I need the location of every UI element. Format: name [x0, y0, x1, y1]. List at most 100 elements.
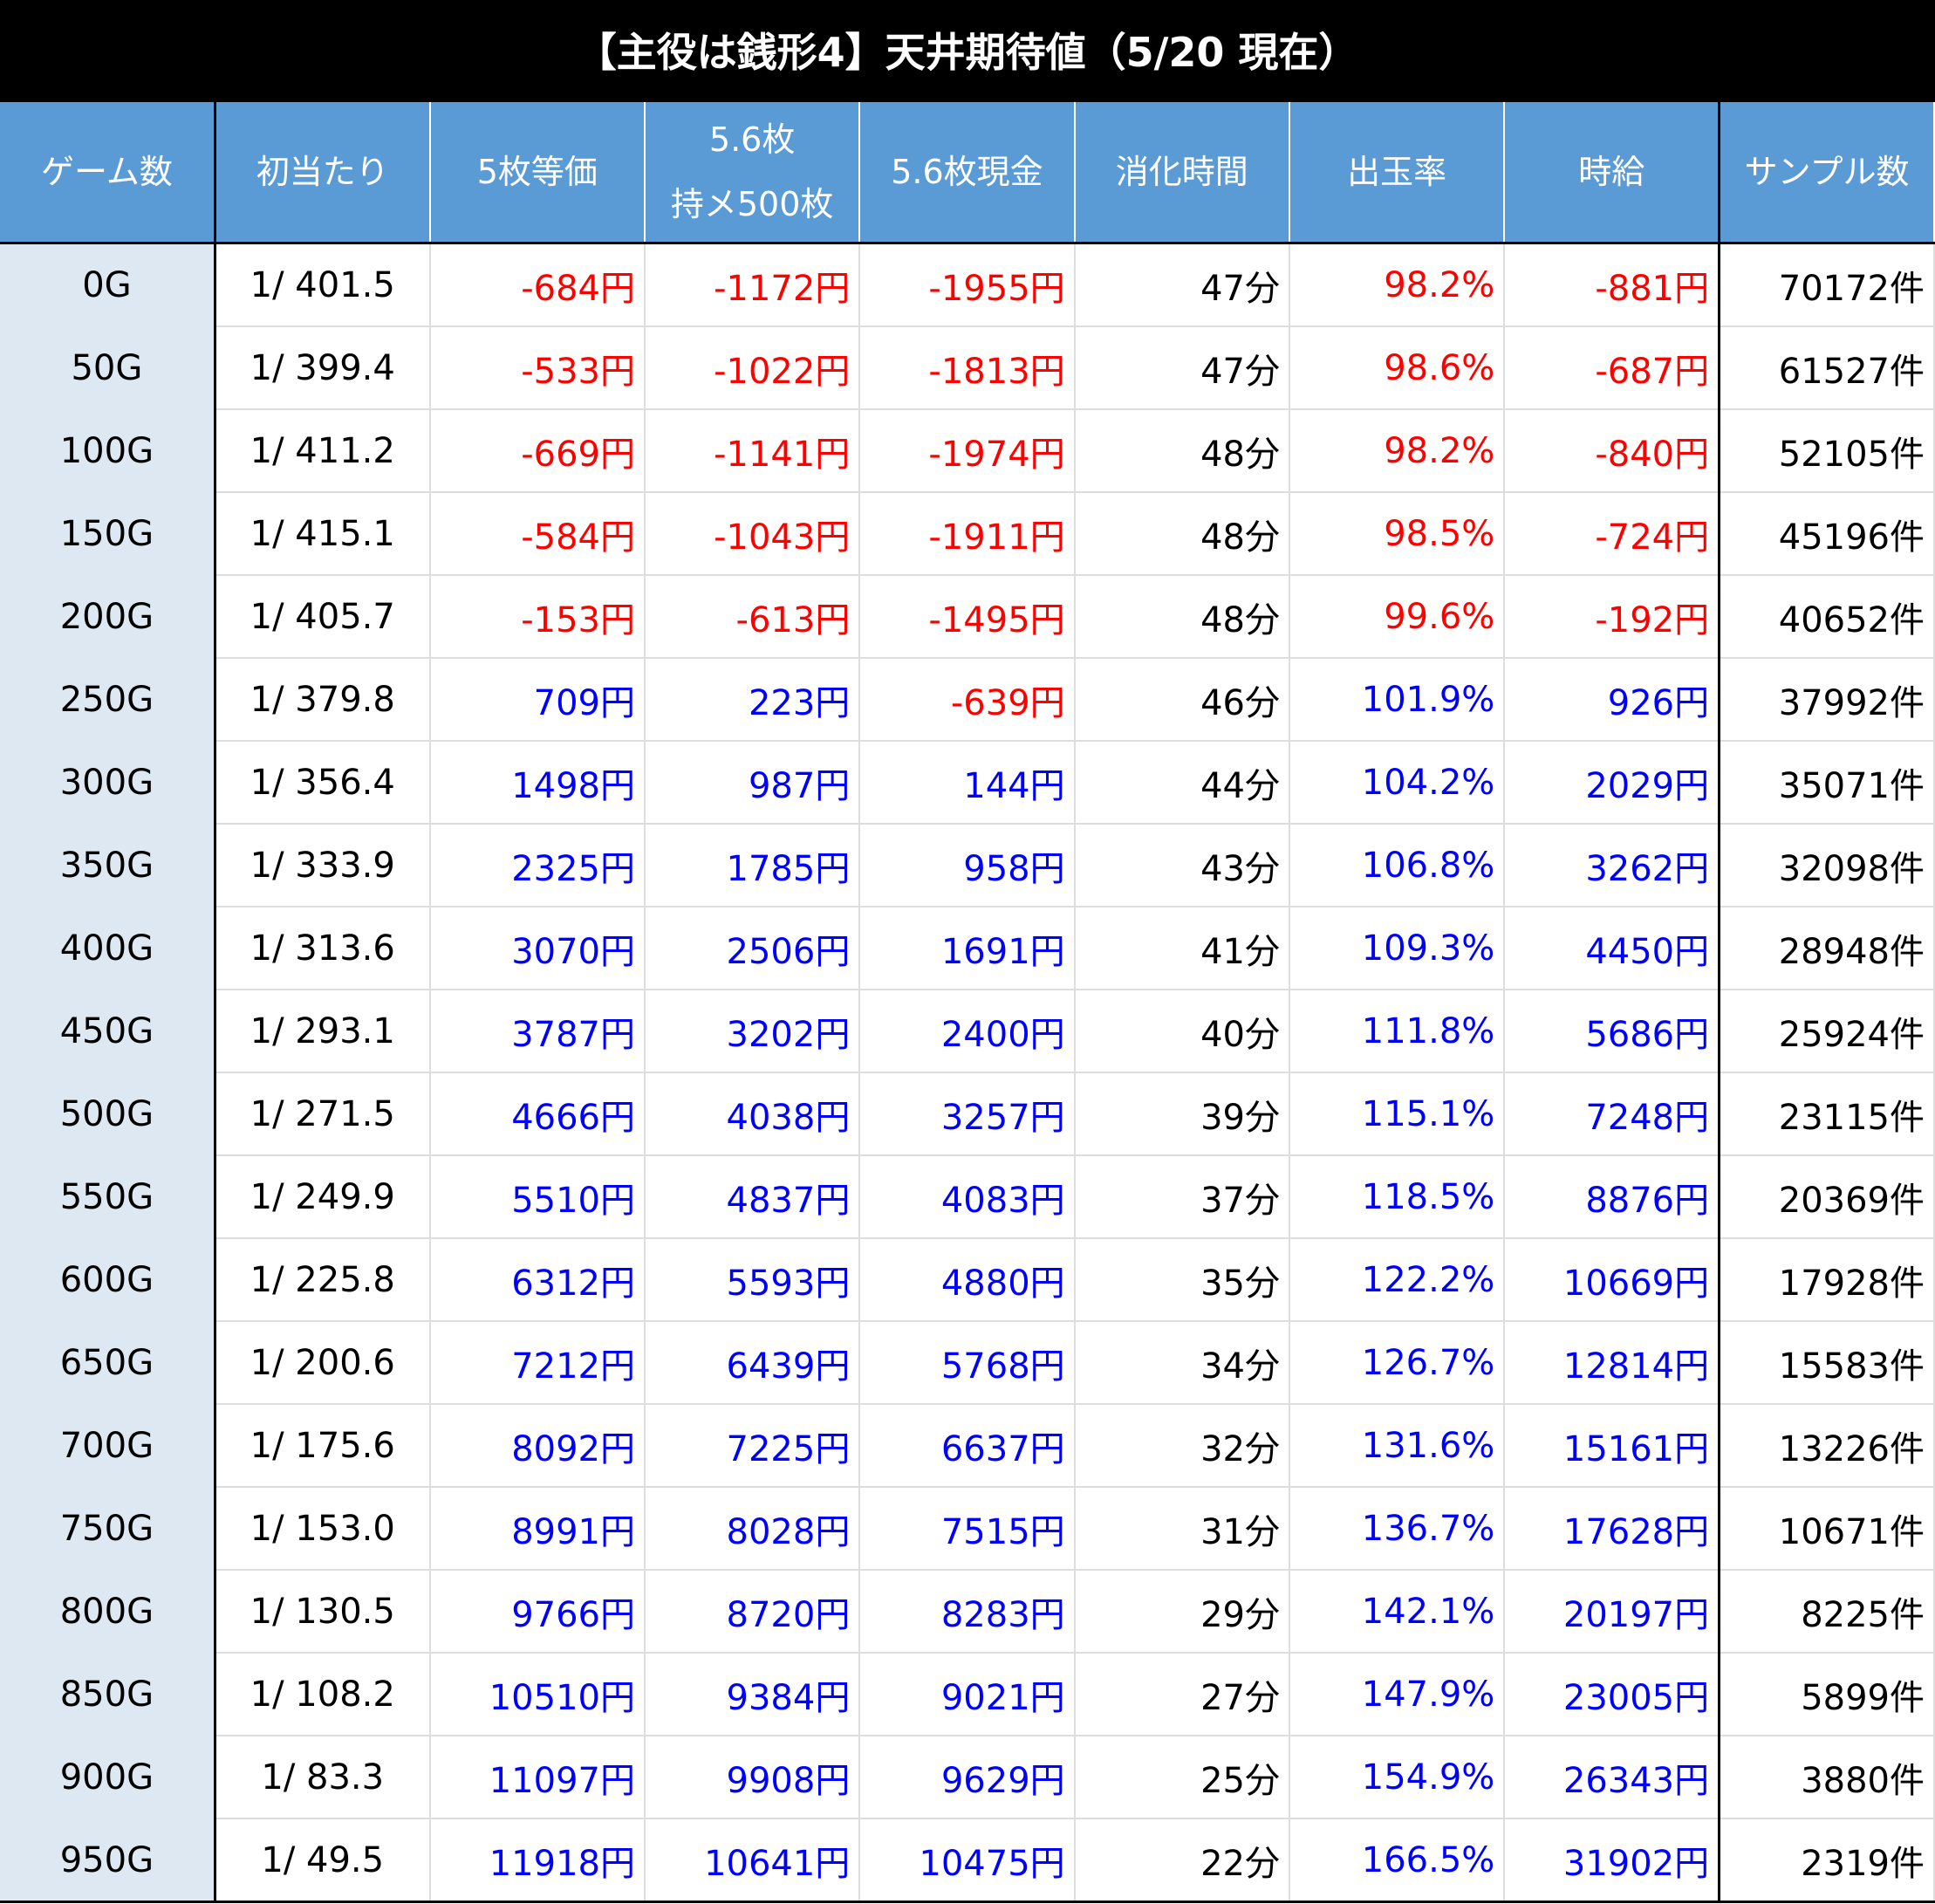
title: 【主役は銭形4】天井期待値（5/20 現在）: [0, 0, 1935, 102]
table-cell: 5593円: [644, 1238, 861, 1322]
table-cell: 926円: [1504, 658, 1720, 742]
table-cell: 500G: [0, 1072, 216, 1156]
table-cell: 1/ 411.2: [215, 409, 431, 493]
table-cell: 0G: [0, 243, 216, 327]
table-cell: 3202円: [644, 990, 861, 1073]
table-row: 250G 1/ 379.8 709円 223円 -639円 46分 101.9% 926円 37…: [0, 658, 1935, 742]
table-cell: 25分: [1074, 1736, 1290, 1819]
table-cell: -1813円: [859, 326, 1076, 410]
table-cell: 10669円: [1504, 1238, 1720, 1322]
table-row: 900G 1/ 83.3 11097円 9908円 9629円 25分 154.9% 2634…: [0, 1736, 1935, 1819]
table-cell: -684円: [429, 243, 646, 327]
table-cell: -584円: [429, 492, 646, 576]
table-cell: 40652件: [1718, 575, 1935, 659]
table-cell: 650G: [0, 1321, 216, 1405]
table-cell: -687円: [1504, 326, 1720, 410]
table-cell: 8876円: [1504, 1155, 1720, 1239]
table-cell: -1043円: [644, 492, 861, 576]
table-cell: -1911円: [859, 492, 1076, 576]
table-cell: 3257円: [859, 1072, 1076, 1156]
table-cell: 9629円: [859, 1736, 1076, 1819]
table-row: 50G 1/ 399.4 -533円 -1022円 -1813円 47分 98.6% -687…: [0, 326, 1935, 410]
table-cell: 1/ 405.7: [215, 575, 431, 659]
table-cell: -1974円: [859, 409, 1076, 493]
table-cell: 142.1%: [1289, 1570, 1506, 1654]
table-cell: 22分: [1074, 1818, 1290, 1903]
table-cell: 550G: [0, 1155, 216, 1239]
table-cell: 1/ 271.5: [215, 1072, 431, 1156]
table-row: 850G 1/ 108.2 10510円 9384円 9021円 27分 147.9% 230…: [0, 1653, 1935, 1736]
table-cell: 900G: [0, 1736, 216, 1819]
table-cell: 9908円: [644, 1736, 861, 1819]
table-cell: 44分: [1074, 741, 1290, 825]
table-cell: -533円: [429, 326, 646, 410]
table-cell: 4880円: [859, 1238, 1076, 1322]
table-cell: 20369件: [1718, 1155, 1935, 1239]
table-row: 650G 1/ 200.6 7212円 6439円 5768円 34分 126.7% 1281…: [0, 1321, 1935, 1405]
table-cell: 11097円: [429, 1736, 646, 1819]
table-cell: 1498円: [429, 741, 646, 825]
table-cell: 750G: [0, 1487, 216, 1571]
table-cell: 5686円: [1504, 990, 1720, 1073]
table-cell: 32分: [1074, 1404, 1290, 1488]
table-cell: 31分: [1074, 1487, 1290, 1571]
table-cell: 4666円: [429, 1072, 646, 1156]
table-cell: 131.6%: [1289, 1404, 1506, 1488]
column-header: 消化時間: [1074, 102, 1290, 244]
table-cell: 154.9%: [1289, 1736, 1506, 1819]
table-cell: 8283円: [859, 1570, 1076, 1654]
table-cell: 350G: [0, 824, 216, 907]
table-cell: 4038円: [644, 1072, 861, 1156]
table-cell: 223円: [644, 658, 861, 742]
table-cell: 50G: [0, 326, 216, 410]
table-row: 150G 1/ 415.1 -584円 -1043円 -1911円 48分 98.5% -72…: [0, 492, 1935, 576]
table-cell: 1/ 333.9: [215, 824, 431, 907]
table-row: 350G 1/ 333.9 2325円 1785円 958円 43分 106.8% 3262円…: [0, 824, 1935, 907]
table-cell: 450G: [0, 990, 216, 1073]
table-cell: 200G: [0, 575, 216, 659]
table-cell: 3787円: [429, 990, 646, 1073]
table-cell: 17628円: [1504, 1487, 1720, 1571]
table-row: 400G 1/ 313.6 3070円 2506円 1691円 41分 109.3% 4450…: [0, 907, 1935, 990]
table-cell: 8991円: [429, 1487, 646, 1571]
table-cell: 15161円: [1504, 1404, 1720, 1488]
column-header: 5枚等価: [429, 102, 646, 244]
table-cell: 48分: [1074, 492, 1290, 576]
table-cell: -192円: [1504, 575, 1720, 659]
table-cell: 1691円: [859, 907, 1076, 990]
table-cell: 1/ 108.2: [215, 1653, 431, 1736]
table-cell: 98.6%: [1289, 326, 1506, 410]
table-cell: -1495円: [859, 575, 1076, 659]
table-cell: -613円: [644, 575, 861, 659]
table-cell: 31902円: [1504, 1818, 1720, 1903]
table-cell: 20197円: [1504, 1570, 1720, 1654]
table-cell: 70172件: [1718, 243, 1935, 327]
column-header: サンプル数: [1718, 102, 1935, 244]
table-cell: 2319件: [1718, 1818, 1935, 1903]
table-cell: 10641円: [644, 1818, 861, 1903]
table-cell: -724円: [1504, 492, 1720, 576]
table-row: 100G 1/ 411.2 -669円 -1141円 -1974円 48分 98.2% -84…: [0, 409, 1935, 493]
table-cell: 13226件: [1718, 1404, 1935, 1488]
table-cell: 29分: [1074, 1570, 1290, 1654]
table-row: 950G 1/ 49.5 11918円 10641円 10475円 22分 166.5% 31…: [0, 1818, 1935, 1903]
table-cell: 115.1%: [1289, 1072, 1506, 1156]
table-cell: 7212円: [429, 1321, 646, 1405]
table-cell: 46分: [1074, 658, 1290, 742]
table-cell: 101.9%: [1289, 658, 1506, 742]
table-cell: 850G: [0, 1653, 216, 1736]
table-cell: 100G: [0, 409, 216, 493]
table-cell: 4083円: [859, 1155, 1076, 1239]
table-cell: 1785円: [644, 824, 861, 907]
table-row: 500G 1/ 271.5 4666円 4038円 3257円 39分 115.1% 7248…: [0, 1072, 1935, 1156]
table-cell: -1172円: [644, 243, 861, 327]
table-cell: 1/ 175.6: [215, 1404, 431, 1488]
table-cell: -1955円: [859, 243, 1076, 327]
table-cell: 1/ 293.1: [215, 990, 431, 1073]
table-cell: 109.3%: [1289, 907, 1506, 990]
table-cell: 4450円: [1504, 907, 1720, 990]
table-row: 800G 1/ 130.5 9766円 8720円 8283円 29分 142.1% 2019…: [0, 1570, 1935, 1654]
table-cell: 400G: [0, 907, 216, 990]
